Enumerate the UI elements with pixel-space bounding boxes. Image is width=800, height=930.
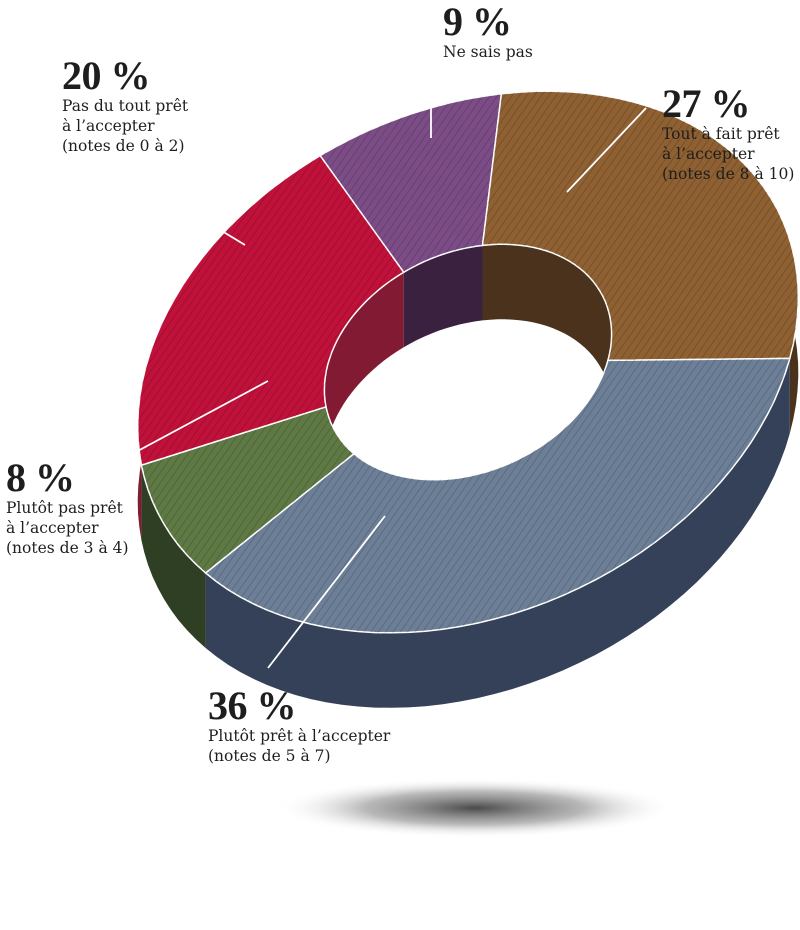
slice-label-ne-sais-pas: 9 % Ne sais pas — [443, 2, 533, 62]
percent-label: 8 % — [6, 455, 75, 500]
slice-inner-wall — [482, 244, 612, 436]
category-label-line: Pas du tout prêt — [62, 97, 189, 115]
leader-line — [127, 173, 246, 246]
slice-hatching — [137, 155, 404, 466]
slice-label-plutot-pas-pret: 8 % Plutôt pas prêt à l’accepter (notes … — [6, 458, 129, 558]
category-label-line: à l’accepter — [62, 117, 155, 135]
percent-label: 36 % — [208, 683, 297, 728]
category-label-line: à l’accepter — [662, 145, 755, 163]
percent-label: 20 % — [62, 53, 151, 98]
category-label-line: Plutôt prêt à l’accepter — [208, 727, 391, 745]
slice-label-plutot-pret: 36 % Plutôt prêt à l’accepter (notes de … — [208, 686, 390, 766]
leader-line — [566, 107, 647, 193]
slice-inner-wall — [403, 245, 483, 348]
slice-label-pas-du-tout: 20 % Pas du tout prêt à l’accepter (note… — [62, 56, 188, 156]
slice-label-tout-a-fait: 27 % Tout à fait prêt à l’accepter (note… — [662, 84, 794, 184]
slice-inner-wall — [324, 272, 404, 482]
category-label-line: à l’accepter — [6, 519, 99, 537]
slice-outer-wall — [205, 358, 790, 708]
percent-label: 9 % — [443, 0, 512, 44]
leader-line — [267, 515, 386, 669]
category-label-line: Plutôt pas prêt — [6, 499, 123, 517]
category-label-line: (notes de 5 à 7) — [208, 747, 331, 765]
category-label-line: Tout à fait prêt — [662, 125, 780, 143]
category-label-line: Ne sais pas — [443, 43, 533, 61]
slice-hatching — [205, 358, 790, 633]
slice-hatching — [320, 93, 502, 273]
category-label-line: (notes de 3 à 4) — [6, 539, 129, 557]
slice-hatching — [482, 91, 799, 361]
floor-shadow — [275, 778, 675, 838]
percent-label: 27 % — [662, 81, 751, 126]
slice-outer-wall — [141, 465, 206, 648]
category-label-line: (notes de 0 à 2) — [62, 137, 185, 155]
category-label-line: (notes de 8 à 10) — [662, 165, 795, 183]
leader-line — [92, 380, 269, 476]
